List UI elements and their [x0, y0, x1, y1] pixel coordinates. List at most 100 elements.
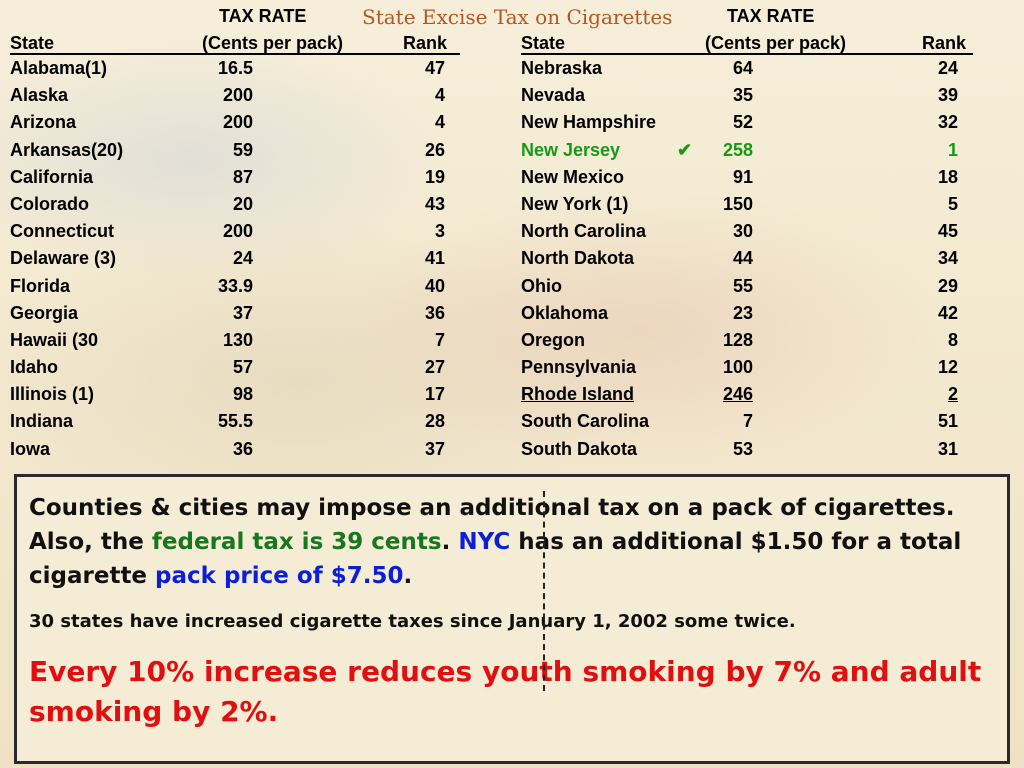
rank-value: 26 — [424, 139, 445, 160]
rank-value: 29 — [937, 275, 958, 296]
rank-value: 39 — [937, 85, 958, 106]
state-header: State — [521, 33, 566, 53]
dashed-guide-line — [543, 491, 545, 691]
table-row: New York (1) 150 5 — [521, 194, 973, 221]
state-name: New Jersey — [521, 139, 621, 160]
tax-rate-value: 52 — [732, 112, 753, 133]
rank-value: 34 — [937, 248, 958, 269]
tax-rate-value: 35 — [732, 85, 753, 106]
state-name: Hawaii (30 — [10, 329, 99, 350]
table-row: Ohio 55 29 — [521, 276, 973, 303]
state-name: Rhode Island — [521, 384, 635, 405]
rank-value: 45 — [937, 221, 958, 242]
table-row: Arizona 200 4 — [10, 112, 460, 139]
rank-value: 4 — [434, 85, 445, 106]
state-name: Georgia — [10, 302, 79, 323]
rank-value: 47 — [424, 58, 445, 78]
table-row: Pennsylvania 100 12 — [521, 357, 973, 384]
table-row: Colorado 20 43 — [10, 194, 460, 221]
state-name: North Dakota — [521, 248, 635, 269]
table-row: Alabama(1) 16.5 47 — [10, 58, 460, 85]
rank-value: 18 — [937, 166, 958, 187]
rank-value: 37 — [424, 438, 445, 459]
table-row: Florida 33.9 40 — [10, 276, 460, 303]
table-row: Oklahoma 23 42 — [521, 303, 973, 330]
state-name: Nebraska — [521, 58, 603, 78]
tax-rate-value: 258 — [722, 139, 753, 160]
state-name: Oklahoma — [521, 302, 609, 323]
state-name: Iowa — [10, 438, 51, 459]
state-name: Connecticut — [10, 221, 115, 242]
tax-rate-value: 57 — [232, 357, 253, 378]
additional-tax-note: Counties & cities may impose an addition… — [29, 491, 995, 593]
note-text-d: . — [403, 563, 413, 589]
table-row: Alaska 200 4 — [10, 85, 460, 112]
tax-rate-value: 59 — [232, 139, 253, 160]
tax-rate-value: 98 — [232, 384, 253, 405]
state-header: State — [10, 33, 55, 53]
state-table-right: Nebraska 64 24 Nevada 35 39 New Hampshire 52 32 N… — [521, 58, 973, 466]
tax-rate-value: 30 — [732, 221, 753, 242]
rank-value: 5 — [947, 193, 958, 214]
tax-rate-value: 55 — [732, 275, 753, 296]
table-row: New Mexico 91 18 — [521, 167, 973, 194]
rank-value: 19 — [424, 166, 445, 187]
rank-value: 2 — [947, 384, 958, 405]
note-text-a: Counties & cities may impose an addition… — [29, 495, 955, 555]
state-name: Illinois (1) — [10, 384, 95, 405]
table-row: Rhode Island 246 2 — [521, 384, 973, 411]
state-name: Alaska — [10, 85, 69, 106]
table-row: Idaho 57 27 — [10, 357, 460, 384]
tax-rate-value: 44 — [732, 248, 753, 269]
column-headers-left: State (Cents per pack) Rank — [10, 33, 460, 55]
state-name: Nevada — [521, 85, 586, 106]
tax-rate-value: 53 — [732, 438, 753, 459]
state-name: Pennsylvania — [521, 357, 637, 378]
rank-value: 40 — [424, 275, 445, 296]
state-name: Alabama(1) — [10, 58, 108, 78]
cents-header: (Cents per pack) — [202, 33, 344, 53]
column-headers-right: State (Cents per pack) Rank — [521, 33, 973, 55]
cents-header: (Cents per pack) — [705, 33, 847, 53]
tax-rate-value: 200 — [222, 85, 253, 106]
state-name: Oregon — [521, 329, 586, 350]
slide-title: State Excise Tax on Cigarettes — [362, 5, 673, 29]
tax-rate-value: 36 — [232, 438, 253, 459]
tax-rate-value: 91 — [732, 166, 753, 187]
tax-rate-value: 55.5 — [217, 411, 253, 432]
tax-rate-value: 33.9 — [217, 275, 253, 296]
table-row: Georgia 37 36 — [10, 303, 460, 330]
state-name: Colorado — [10, 193, 89, 214]
tax-rate-value: 20 — [232, 193, 253, 214]
table-row: New Jersey ✔ 258 1 — [521, 140, 973, 167]
table-row: North Carolina 30 45 — [521, 221, 973, 248]
tax-rate-value: 130 — [222, 329, 253, 350]
states-increase-note: 30 states have increased cigarette taxes… — [29, 611, 796, 632]
rank-value: 32 — [937, 112, 958, 133]
state-name: Ohio — [521, 275, 562, 296]
nyc-highlight: NYC — [458, 529, 511, 555]
state-name: North Carolina — [521, 221, 647, 242]
tax-rate-value: 23 — [732, 302, 753, 323]
table-row: Hawaii (30 130 7 — [10, 330, 460, 357]
rank-value: 41 — [424, 248, 445, 269]
table-row: Indiana 55.5 28 — [10, 411, 460, 438]
table-row: Arkansas(20) 59 26 — [10, 140, 460, 167]
rank-value: 12 — [937, 357, 958, 378]
tax-rate-value: 7 — [742, 411, 753, 432]
table-row: North Dakota 44 34 — [521, 248, 973, 275]
note-text-c: has an additional $1.50 for a total ciga… — [29, 529, 962, 589]
rank-value: 17 — [424, 384, 445, 405]
rank-value: 27 — [424, 357, 445, 378]
rank-value: 1 — [947, 139, 958, 160]
table-row: California 87 19 — [10, 167, 460, 194]
state-name: California — [10, 166, 94, 187]
rank-value: 24 — [937, 58, 958, 78]
tax-rate-value: 128 — [722, 329, 753, 350]
tax-rate-value: 16.5 — [217, 58, 253, 78]
state-name: New Hampshire — [521, 112, 657, 133]
tax-rate-value: 246 — [722, 384, 753, 405]
rank-value: 31 — [937, 438, 958, 459]
table-row: Connecticut 200 3 — [10, 221, 460, 248]
rank-header: Rank — [403, 33, 448, 53]
